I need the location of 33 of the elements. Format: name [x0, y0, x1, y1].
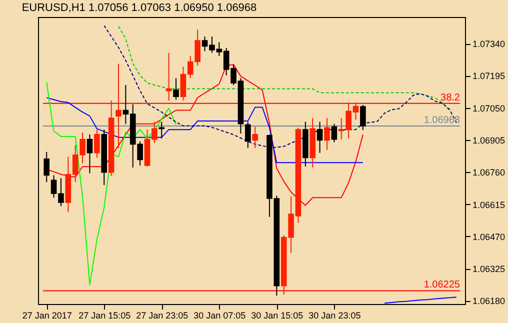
- y-tick-label: 1.06325: [472, 264, 506, 274]
- candlestick: [316, 121, 323, 154]
- candlestick: [94, 129, 100, 158]
- candlestick: [44, 151, 50, 183]
- candlestick: [331, 123, 338, 143]
- annotation: 38.2: [440, 92, 460, 104]
- candlestick: [86, 134, 93, 174]
- candlestick: [324, 118, 330, 150]
- x-tick-label: 30 Jan 23:05: [308, 310, 361, 320]
- y-tick-label: 1.07340: [472, 39, 506, 50]
- x-tick-label: 27 Jan 23:05: [136, 310, 188, 320]
- candlestick: [245, 121, 251, 148]
- x-tick-label: 30 Jan 15:05: [251, 310, 304, 320]
- line-series: [46, 97, 364, 164]
- candlestick: [158, 121, 165, 139]
- y-tick-label: 1.06905: [472, 136, 506, 146]
- x-tick-label: 30 Jan 07:05: [194, 310, 246, 320]
- candlestick: [360, 104, 366, 131]
- x-tick-label: 27 Jan 15:05: [78, 310, 131, 320]
- y-tick-label: 1.06180: [472, 296, 506, 306]
- y-tick-label: 1.06470: [472, 232, 506, 242]
- ref-line-label: 1.06225: [424, 280, 460, 291]
- y-tick-label: 1.07050: [472, 103, 506, 114]
- candlestick: [116, 63, 122, 148]
- x-tick-label: 27 Jan 2017: [22, 310, 72, 320]
- ref-line-label: 1.06968: [424, 115, 460, 126]
- candlestick: [173, 78, 179, 100]
- y-tick-label: 1.06760: [472, 168, 506, 178]
- candlestick: [252, 126, 258, 148]
- y-tick-label: 1.07195: [472, 71, 506, 82]
- chart-title: EURUSD,H1 1.07056 1.07063 1.06950 1.06968: [22, 2, 257, 14]
- line-series: [46, 82, 177, 286]
- y-tick-label: 1.06615: [472, 200, 506, 210]
